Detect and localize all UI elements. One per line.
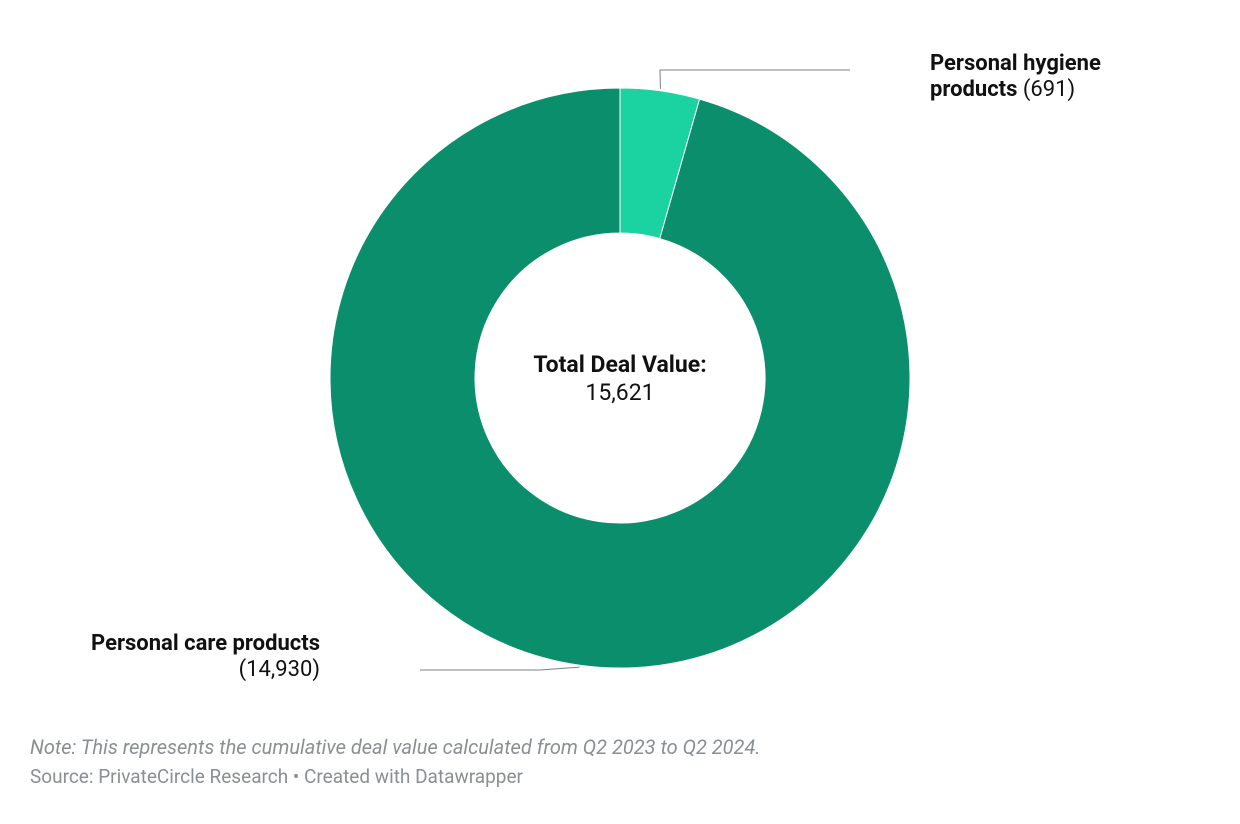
callout-label-0: Personal hygieneproducts (691)	[930, 51, 1101, 102]
callout-label-1: Personal care products(14,930)	[91, 631, 320, 682]
donut-chart-container: Personal hygieneproducts (691) Personal c…	[0, 0, 1240, 824]
callout-line-0	[660, 70, 850, 89]
footer-note: Note: This represents the cumulative dea…	[30, 735, 1210, 759]
chart-footer: Note: This represents the cumulative dea…	[30, 735, 1210, 788]
center-label: Total Deal Value:15,621	[533, 351, 706, 406]
callout-line-1	[420, 667, 580, 670]
donut-chart-svg: Personal hygieneproducts (691) Personal c…	[0, 0, 1240, 760]
footer-source: Source: PrivateCircle Research • Created…	[30, 765, 1210, 788]
